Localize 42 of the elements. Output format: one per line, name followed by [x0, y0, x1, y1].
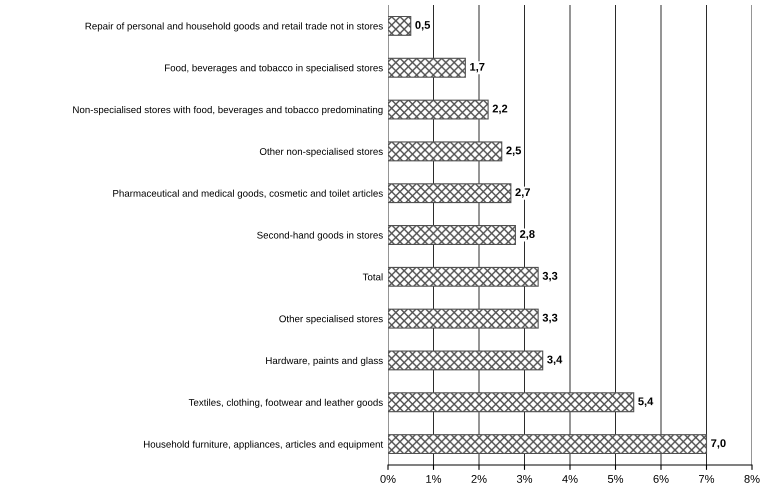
y-tick-label: Hardware, paints and glass [266, 356, 383, 366]
x-tick-label: 5% [608, 475, 624, 483]
bar [388, 183, 512, 204]
data-label: 0,5 [415, 21, 430, 31]
y-tick-label: Non-specialised stores with food, beverages and tobacco predominating [73, 106, 383, 116]
y-tick-label: Other specialised stores [279, 315, 383, 324]
data-label: 2,2 [492, 104, 508, 114]
x-tick-label: 0% [380, 475, 396, 483]
bar [388, 16, 412, 36]
y-tick-label: Food, beverages and tobacco in specialised stores [165, 64, 383, 74]
bar [388, 392, 634, 412]
bar [388, 350, 544, 370]
bar [388, 434, 708, 454]
bar [388, 225, 516, 245]
y-tick-label: Pharmaceutical and medical goods, cosmetic and toilet articles [113, 190, 383, 199]
bar [388, 141, 502, 162]
data-label: 1,7 [470, 62, 484, 72]
data-label: 3,3 [542, 314, 558, 324]
data-label: 5,4 [638, 398, 654, 407]
data-label: 3,3 [542, 272, 558, 282]
data-label: 2,8 [520, 230, 535, 240]
y-tick-label: Total [362, 273, 382, 280]
bar [388, 100, 489, 120]
x-tick-label: 6% [654, 475, 669, 483]
data-label: 2,5 [506, 146, 522, 156]
x-tick-label: 8% [744, 475, 760, 483]
x-tick-label: 1% [426, 475, 442, 483]
y-tick-label: Other non-specialised stores [260, 148, 383, 157]
x-tick-label: 7% [699, 475, 714, 483]
x-tick-label: 3% [516, 475, 532, 483]
y-tick-label: Household furniture, appliances, articles and equipment [144, 440, 384, 450]
bar [388, 308, 539, 329]
data-label: 2,7 [515, 188, 530, 198]
bar [388, 58, 466, 78]
data-label: 7,0 [711, 439, 726, 449]
bar [388, 266, 539, 287]
y-tick-label: Repair of personal and household goods and retail trade not in stores [86, 22, 383, 32]
y-tick-label: Second-hand goods in stores [257, 231, 383, 241]
data-label: 3,4 [547, 356, 562, 366]
x-tick-label: 2% [472, 475, 487, 483]
x-tick-label: 4% [562, 475, 578, 483]
y-tick-label: Textiles, clothing, footwear and leather goods [188, 398, 383, 408]
